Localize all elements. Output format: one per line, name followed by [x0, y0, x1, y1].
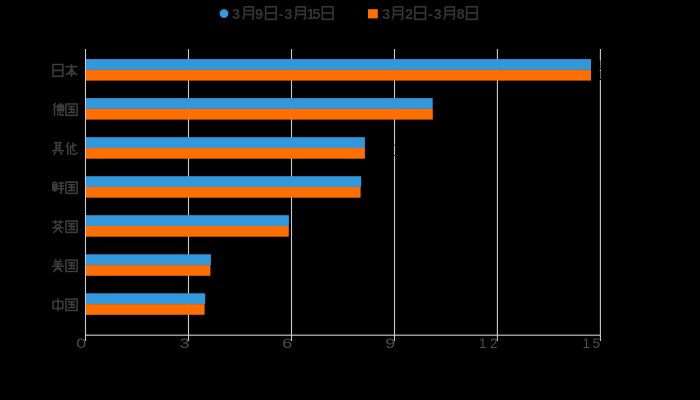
svg-text:8.01: 8.01	[366, 185, 391, 200]
svg-text:3.47: 3.47	[210, 302, 235, 317]
svg-text:1: 1	[307, 7, 315, 23]
svg-text:10.11: 10.11	[438, 107, 470, 122]
svg-text:9: 9	[255, 7, 263, 23]
svg-text:8.14: 8.14	[370, 136, 395, 151]
svg-text:3.49: 3.49	[210, 292, 235, 307]
svg-text:6: 6	[282, 337, 292, 351]
svg-text:14.72: 14.72	[596, 57, 629, 72]
svg-text:8.03: 8.03	[366, 175, 391, 190]
svg-text:-: -	[428, 7, 433, 23]
svg-text:2: 2	[405, 7, 413, 23]
svg-text:3: 3	[434, 7, 442, 23]
svg-text:9: 9	[385, 337, 395, 351]
svg-text:3: 3	[180, 337, 190, 351]
svg-text:8.14: 8.14	[370, 146, 395, 161]
svg-text:3.65: 3.65	[216, 253, 241, 268]
svg-text:3: 3	[232, 7, 240, 23]
svg-text:5: 5	[312, 7, 320, 23]
svg-text:5.92: 5.92	[294, 214, 319, 229]
svg-text:3: 3	[382, 7, 390, 23]
svg-text:0: 0	[76, 337, 86, 351]
svg-text:8: 8	[457, 7, 465, 23]
svg-text:3.64: 3.64	[215, 263, 240, 278]
svg-text:-: -	[279, 7, 284, 23]
svg-text:3: 3	[284, 7, 292, 23]
svg-text:14.72: 14.72	[596, 68, 629, 83]
svg-text:5.92: 5.92	[294, 224, 319, 239]
svg-text:10.11: 10.11	[438, 96, 470, 111]
